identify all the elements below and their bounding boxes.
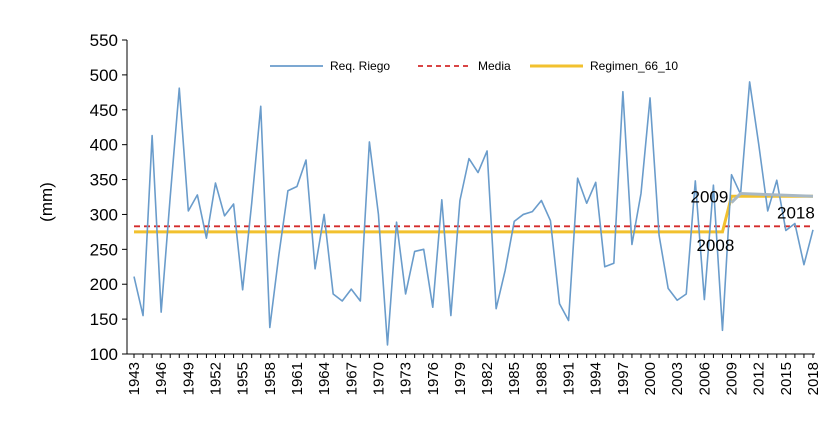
x-tick-label: 1988 xyxy=(533,362,550,395)
x-tick-label: 2003 xyxy=(669,362,686,395)
series-line-req-riego xyxy=(133,81,814,346)
legend-label-req-riego: Req. Riego xyxy=(330,59,390,73)
x-tick-label: 2000 xyxy=(642,362,659,395)
x-tick-label: 1973 xyxy=(398,362,415,395)
y-tick-label: 550 xyxy=(90,31,118,50)
legend: Req. Riego Media Regimen_66_10 xyxy=(270,59,678,73)
x-tick-label: 2015 xyxy=(778,362,795,395)
x-tick-label: 2018 xyxy=(805,362,822,395)
y-axis-label: (mm) xyxy=(37,182,56,222)
y-tick-label: 250 xyxy=(90,240,118,259)
x-tick-label: 1991 xyxy=(561,362,578,395)
annotations: 2009 2008 2018 xyxy=(691,187,815,255)
y-tick-label: 200 xyxy=(90,275,118,294)
legend-label-media: Media xyxy=(478,59,511,73)
x-tick-label: 1961 xyxy=(289,362,306,395)
annotation-2009: 2009 xyxy=(691,187,729,206)
x-tick-label: 2009 xyxy=(724,362,741,395)
x-tick-label: 1982 xyxy=(479,362,496,395)
y-tick-label: 450 xyxy=(90,101,118,120)
y-tick-label: 150 xyxy=(90,310,118,329)
x-tick-label: 1970 xyxy=(370,362,387,395)
annotation-2008: 2008 xyxy=(696,236,734,255)
y-tick-label: 100 xyxy=(90,345,118,364)
x-tick-label: 2006 xyxy=(696,362,713,395)
y-tick-label: 350 xyxy=(90,171,118,190)
x-tick-label: 1955 xyxy=(235,362,252,395)
x-tick-label: 1952 xyxy=(207,362,224,395)
x-tick-label: 1967 xyxy=(343,362,360,395)
series-layer xyxy=(133,81,814,346)
x-tick-label: 1994 xyxy=(588,362,605,395)
y-tick-label: 300 xyxy=(90,205,118,224)
x-tick-label: 1997 xyxy=(615,362,632,395)
x-tick-label: 1979 xyxy=(452,362,469,395)
x-axis-ticks: 1943 1946 1949 1952 1955 1958 1961 1964 1967 1970… xyxy=(126,354,822,395)
x-tick-label: 2012 xyxy=(751,362,768,395)
x-tick-label: 1964 xyxy=(316,362,333,395)
trend-overlay-line xyxy=(730,191,814,204)
legend-label-regimen: Regimen_66_10 xyxy=(590,59,678,73)
x-tick-label: 1976 xyxy=(425,362,442,395)
y-axis-ticks: 100 150 200 250 300 350 400 450 500 550 xyxy=(90,31,127,364)
x-tick-label: 1943 xyxy=(126,362,143,395)
annotation-2018: 2018 xyxy=(777,203,815,222)
y-tick-label: 500 xyxy=(90,66,118,85)
x-tick-label: 1946 xyxy=(153,362,170,395)
x-tick-label: 1958 xyxy=(262,362,279,395)
axes xyxy=(126,40,815,355)
y-tick-label: 400 xyxy=(90,136,118,155)
x-tick-label: 1985 xyxy=(506,362,523,395)
x-tick-label: 1949 xyxy=(180,362,197,395)
